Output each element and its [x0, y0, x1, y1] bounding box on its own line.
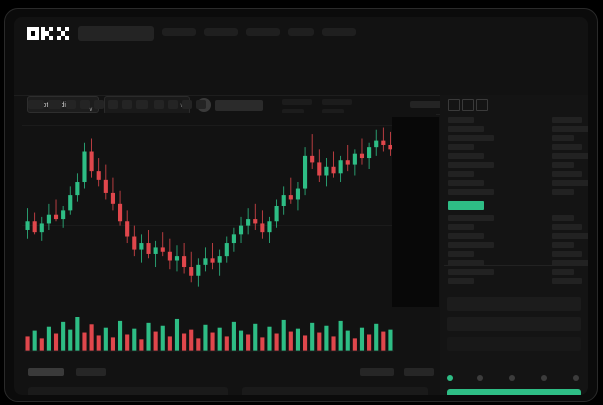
- order-total-input[interactable]: [447, 337, 581, 351]
- timeframe-button-5[interactable]: [94, 100, 104, 109]
- order-book-row[interactable]: [448, 215, 494, 221]
- order-book-row[interactable]: [448, 126, 484, 132]
- orderbook-all-icon[interactable]: [448, 99, 460, 111]
- order-form-panel: [440, 287, 588, 395]
- order-book-row-amount: [552, 189, 574, 195]
- tab-assets[interactable]: [404, 368, 434, 376]
- indicator-button[interactable]: [168, 100, 178, 109]
- pair-name-label: [215, 100, 263, 111]
- order-book-row[interactable]: [448, 278, 474, 284]
- order-book-row-amount: [552, 224, 582, 230]
- order-book-row-amount: [552, 242, 574, 248]
- orders-empty-card-left: [28, 387, 228, 395]
- timeframe-button-8[interactable]: [136, 100, 148, 109]
- nav-item-1[interactable]: [162, 28, 196, 36]
- chevron-down-icon: ∨: [180, 102, 184, 109]
- slider-dot-0[interactable]: [447, 375, 453, 381]
- order-book-row[interactable]: [448, 233, 484, 239]
- price-chart[interactable]: [14, 113, 436, 363]
- nav-item-4[interactable]: [288, 28, 314, 36]
- tab-order-history[interactable]: [76, 368, 106, 376]
- candlestick-series: [25, 127, 393, 287]
- tab-open-orders[interactable]: [28, 368, 64, 376]
- nav-item-2[interactable]: [204, 28, 238, 36]
- search-input[interactable]: [78, 26, 154, 41]
- orders-empty-card-right: [242, 387, 428, 395]
- order-book-row[interactable]: [448, 153, 484, 159]
- order-book-row[interactable]: [448, 117, 474, 123]
- tablet-device-bezel: Spot Trading ∨ ∨: [4, 8, 598, 402]
- order-book-row-amount: [552, 233, 588, 239]
- order-book-row-amount: [552, 215, 574, 221]
- order-book-row-amount: [552, 162, 574, 168]
- order-book-row[interactable]: [448, 162, 494, 168]
- timeframe-button-2[interactable]: [48, 100, 62, 109]
- tab-positions[interactable]: [360, 368, 394, 376]
- order-book-row-amount: [552, 278, 582, 284]
- volume-series: [24, 317, 394, 352]
- buy-button[interactable]: [447, 389, 581, 395]
- orderbook-asks-icon[interactable]: [476, 99, 488, 111]
- order-book-row[interactable]: [448, 251, 474, 257]
- panel-shadow-overlay: [392, 117, 439, 307]
- timeframe-button-4[interactable]: [80, 100, 90, 109]
- slider-dot-2[interactable]: [509, 375, 515, 381]
- stat-value-2: [322, 99, 352, 105]
- order-book-row-amount: [552, 135, 574, 141]
- nav-item-3[interactable]: [246, 28, 280, 36]
- timeframe-button-3[interactable]: [66, 100, 76, 109]
- timeframe-button-1[interactable]: [28, 100, 44, 109]
- market-subheader: Spot Trading ∨ ∨: [14, 49, 588, 115]
- order-book-row[interactable]: [448, 224, 474, 230]
- grid-line: [22, 225, 392, 226]
- chevron-down-icon: ∨: [88, 107, 93, 113]
- order-book-row-amount: [552, 171, 582, 177]
- stat-value-3: [410, 101, 444, 108]
- order-book-row-amount: [552, 269, 574, 275]
- timeframe-button-7[interactable]: [122, 100, 132, 109]
- order-book-row[interactable]: [448, 242, 494, 248]
- order-book-row-amount: [552, 153, 588, 159]
- order-book-row[interactable]: [448, 269, 494, 275]
- order-book-row[interactable]: [448, 189, 494, 195]
- compare-button[interactable]: [182, 100, 192, 109]
- order-book-row[interactable]: [448, 144, 474, 150]
- stat-label-2: [322, 109, 344, 114]
- chart-type-button[interactable]: [154, 100, 164, 109]
- spread-highlight: [448, 201, 484, 210]
- order-price-input[interactable]: [447, 297, 581, 311]
- slider-dot-1[interactable]: [477, 375, 483, 381]
- slider-dot-3[interactable]: [541, 375, 547, 381]
- order-book-row[interactable]: [448, 180, 484, 186]
- timeframe-button-6[interactable]: [108, 100, 118, 109]
- order-book-row-amount: [552, 144, 582, 150]
- app-screen: Spot Trading ∨ ∨: [14, 17, 588, 395]
- order-book-row-amount: [552, 117, 582, 123]
- order-book-row-amount: [552, 126, 588, 132]
- order-book-row[interactable]: [448, 260, 484, 266]
- amount-percent-slider[interactable]: [447, 375, 581, 383]
- order-book-row[interactable]: [448, 171, 474, 177]
- order-book-row-amount: [552, 260, 588, 266]
- okx-logo[interactable]: [27, 27, 69, 40]
- slider-dot-4[interactable]: [573, 375, 579, 381]
- top-navigation-bar: [14, 17, 588, 49]
- stat-label-1: [282, 109, 304, 114]
- settings-button[interactable]: [196, 100, 206, 109]
- orderbook-bids-icon[interactable]: [462, 99, 474, 111]
- nav-item-5[interactable]: [322, 28, 356, 36]
- order-book-row-amount: [552, 251, 582, 257]
- stat-value-1: [282, 99, 312, 105]
- order-amount-input[interactable]: [447, 317, 581, 331]
- order-book-row[interactable]: [448, 135, 494, 141]
- orders-tab-bar: [14, 363, 436, 395]
- grid-line: [22, 125, 392, 126]
- order-book-row-amount: [552, 180, 588, 186]
- panel-divider: [444, 265, 584, 266]
